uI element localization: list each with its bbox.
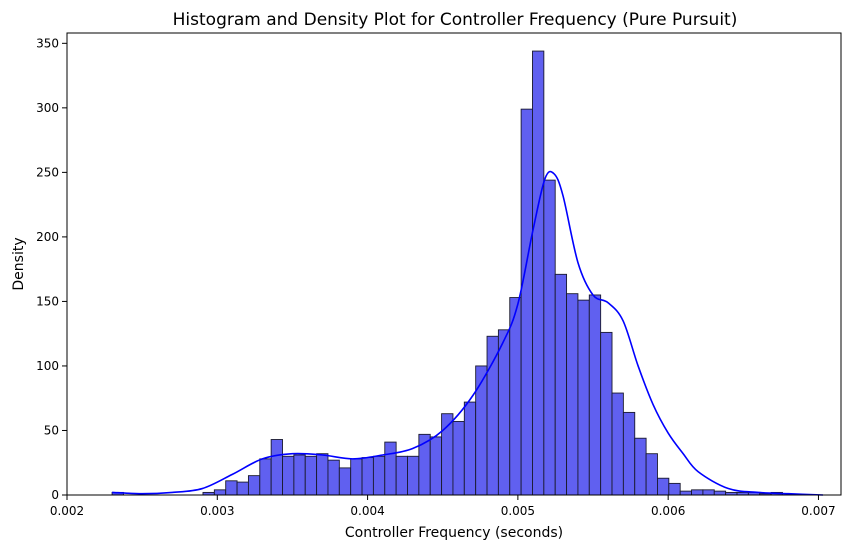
histogram-bar — [543, 179, 556, 496]
histogram-bar — [429, 436, 443, 496]
histogram-bar — [270, 439, 283, 496]
y-tick-label: 300 — [36, 101, 59, 115]
histogram-bar — [282, 455, 295, 496]
plot-frame — [66, 32, 842, 496]
histogram-bar — [566, 293, 579, 496]
chart-title: Histogram and Density Plot for Controlle… — [173, 10, 738, 30]
x-tick-label: 0.006 — [651, 504, 685, 518]
histogram-bar — [213, 489, 227, 496]
histogram-bar — [361, 457, 374, 496]
histogram-bar — [236, 481, 249, 496]
histogram-bar — [259, 458, 272, 496]
y-axis-label: Density — [11, 237, 27, 290]
histogram-bar — [384, 441, 397, 496]
y-tick-label: 350 — [36, 36, 59, 50]
x-tick-label: 0.004 — [350, 504, 384, 518]
histogram-bar — [372, 455, 386, 496]
histogram-bar — [679, 490, 693, 496]
y-tick-label: 50 — [44, 423, 59, 437]
histogram-bar — [247, 475, 261, 496]
histogram-bar — [657, 477, 670, 496]
histogram-bar — [713, 490, 727, 496]
histogram-bar — [452, 420, 465, 496]
histogram-bar — [634, 437, 647, 496]
histogram-bar — [338, 467, 352, 496]
histogram-bar — [327, 459, 340, 496]
histogram-bar — [509, 297, 522, 496]
histogram-bar — [702, 489, 715, 496]
density-curve — [112, 170, 823, 496]
histogram-bar — [225, 480, 238, 496]
histogram-bar — [407, 455, 420, 496]
x-axis-label: Controller Frequency (seconds) — [345, 525, 563, 541]
x-tick-label: 0.003 — [200, 504, 234, 518]
histogram-bar — [497, 329, 511, 496]
y-tick-label: 200 — [36, 230, 59, 244]
x-axis-ticks: 0.002 0.003 0.004 0.005 0.006 0.007 — [50, 495, 836, 518]
histogram-bar — [463, 401, 477, 496]
x-tick-label: 0.002 — [50, 504, 84, 518]
histogram-bar — [520, 108, 533, 496]
histogram-bar — [316, 453, 329, 496]
y-tick-label: 0 — [51, 488, 59, 502]
histogram-bar — [304, 455, 318, 496]
histogram-bar — [293, 454, 306, 496]
y-axis-ticks: 0 50 100 150 200 250 300 350 — [36, 36, 67, 502]
histogram-bar — [486, 335, 499, 496]
x-tick-label: 0.007 — [801, 504, 835, 518]
y-tick-label: 250 — [36, 165, 59, 179]
histogram-bar — [532, 50, 545, 496]
histogram-bar — [611, 392, 624, 496]
histogram-bar — [588, 294, 602, 496]
histogram-bar — [622, 411, 636, 496]
x-tick-label: 0.005 — [501, 504, 535, 518]
histogram-bar — [350, 458, 363, 496]
histogram-bar — [475, 365, 488, 496]
histogram-bar — [668, 482, 681, 496]
histogram-bar — [645, 453, 658, 496]
histogram-bar — [600, 331, 613, 496]
histogram-bar — [691, 489, 704, 496]
y-tick-label: 150 — [36, 294, 59, 308]
y-tick-label: 100 — [36, 359, 59, 373]
histogram-bar — [395, 455, 408, 496]
histogram-bar — [554, 273, 568, 496]
histogram-bar — [577, 299, 590, 496]
